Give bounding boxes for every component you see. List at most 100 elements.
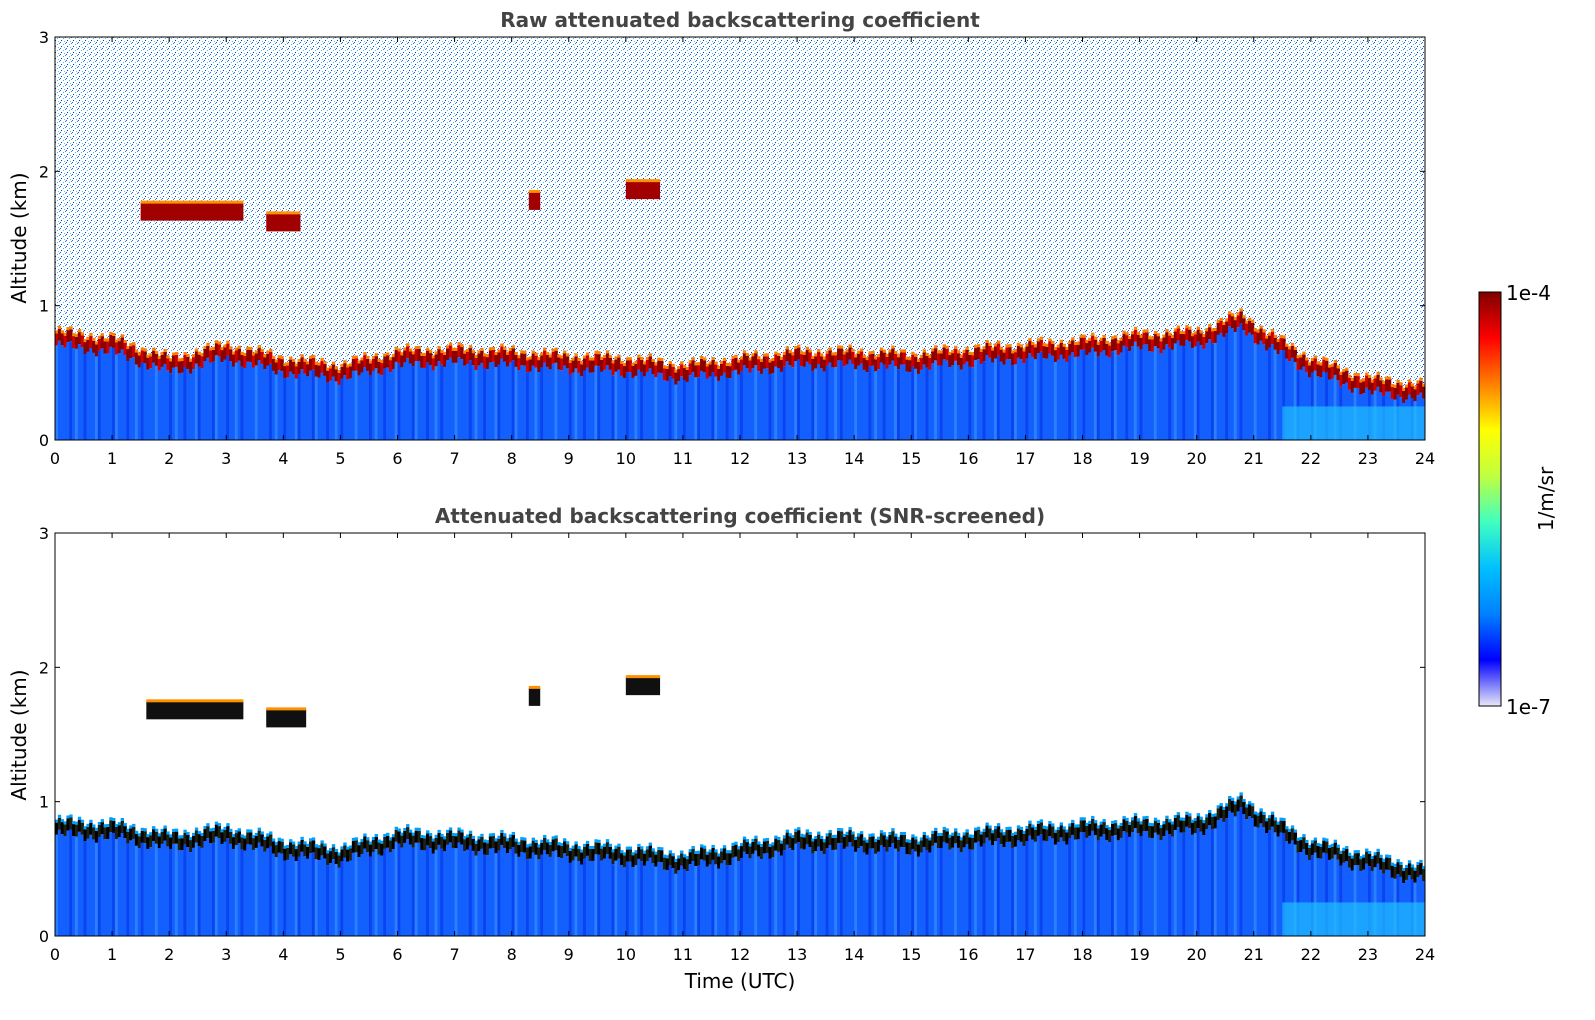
layer-fringe <box>497 835 501 839</box>
boundary-layer-top <box>577 849 581 862</box>
aerosol-column <box>1288 843 1292 936</box>
aerosol-column <box>1096 840 1101 936</box>
boundary-layer-top <box>642 853 647 866</box>
layer-fringe <box>677 366 681 370</box>
boundary-layer-top <box>1133 329 1138 342</box>
aerosol-column <box>354 370 359 440</box>
layer-fringe <box>574 353 578 357</box>
aerosol-column <box>996 355 1001 440</box>
boundary-layer-top <box>1005 347 1009 360</box>
boundary-layer-top <box>192 357 196 370</box>
layer-fringe <box>1276 821 1280 825</box>
aerosol-column <box>63 347 67 440</box>
chart-title: Attenuated backscattering coefficient (S… <box>435 504 1045 528</box>
boundary-layer-top <box>911 837 915 850</box>
boundary-layer-top <box>971 837 975 850</box>
aerosol-column <box>331 376 336 440</box>
layer-fringe <box>368 360 373 364</box>
layer-fringe <box>791 352 795 356</box>
boundary-layer-top <box>1279 820 1283 833</box>
aerosol-column <box>754 365 758 440</box>
boundary-layer-top <box>548 844 553 857</box>
layer-fringe <box>414 346 418 350</box>
boundary-layer-top <box>1148 825 1152 838</box>
aerosol-column <box>468 360 473 440</box>
layer-fringe <box>1022 348 1026 352</box>
layer-fringe <box>1073 824 1078 828</box>
layer-fringe <box>243 352 247 356</box>
aerosol-column <box>1193 346 1198 440</box>
layer-fringe <box>700 355 704 359</box>
aerosol-column <box>251 367 256 440</box>
boundary-layer-top <box>754 353 758 366</box>
boundary-layer-top <box>348 848 353 861</box>
aerosol-column <box>711 859 715 936</box>
layer-fringe <box>1082 817 1086 821</box>
aerosol-column <box>214 836 219 936</box>
boundary-layer-top <box>1071 340 1075 353</box>
boundary-layer-top <box>1196 329 1201 342</box>
boundary-layer-top <box>386 355 390 368</box>
layer-fringe <box>1085 340 1089 344</box>
boundary-layer-top <box>417 830 421 843</box>
layer-fringe <box>1270 811 1275 815</box>
cloud-layer-edge <box>146 699 244 703</box>
aerosol-column <box>311 852 316 936</box>
boundary-layer-top <box>1091 335 1095 348</box>
aerosol-column <box>700 370 704 440</box>
layer-fringe <box>426 830 430 834</box>
boundary-layer-top <box>1131 334 1135 347</box>
boundary-layer-top <box>1319 365 1323 378</box>
boundary-layer-top <box>357 845 361 858</box>
boundary-layer-top <box>931 351 935 364</box>
aerosol-column <box>999 361 1004 440</box>
aerosol-column <box>931 363 935 440</box>
aerosol-column <box>865 854 869 936</box>
aerosol-column <box>157 848 162 936</box>
layer-fringe <box>611 849 615 853</box>
boundary-layer-top <box>183 832 187 845</box>
aerosol-column <box>477 851 481 936</box>
layer-fringe <box>194 348 199 352</box>
layer-fringe <box>788 350 792 354</box>
boundary-layer-top <box>677 858 681 871</box>
layer-fringe <box>1088 820 1092 824</box>
layer-fringe <box>334 848 339 852</box>
aerosol-column <box>788 848 792 936</box>
aerosol-column <box>134 845 139 936</box>
aerosol-column <box>1039 351 1044 440</box>
layer-fringe <box>1385 376 1389 380</box>
layer-fringe <box>1002 349 1006 353</box>
layer-fringe <box>346 846 350 850</box>
boundary-layer-top <box>109 820 113 833</box>
boundary-layer-top <box>220 832 224 845</box>
boundary-layer-top <box>149 356 153 369</box>
layer-fringe <box>77 329 82 333</box>
layer-fringe <box>1016 342 1021 346</box>
aerosol-column <box>243 850 247 936</box>
layer-fringe <box>1045 343 1049 347</box>
aerosol-column <box>274 374 279 440</box>
boundary-layer-top <box>152 829 156 842</box>
aerosol-column <box>1216 820 1220 936</box>
layer-fringe <box>1062 826 1066 830</box>
boundary-layer-top <box>1268 818 1272 831</box>
layer-fringe <box>640 356 644 360</box>
layer-fringe <box>434 351 438 355</box>
boundary-layer-top <box>665 368 670 381</box>
aerosol-column <box>845 364 849 440</box>
boundary-layer-top <box>714 364 718 377</box>
boundary-layer-top <box>794 349 798 362</box>
layer-fringe <box>1108 342 1112 346</box>
layer-fringe <box>1119 822 1123 826</box>
layer-fringe <box>477 350 481 354</box>
boundary-layer-top <box>100 822 105 835</box>
layer-fringe <box>837 345 841 349</box>
boundary-layer-top <box>625 360 630 373</box>
boundary-layer-top <box>1253 331 1258 344</box>
layer-fringe <box>845 349 849 353</box>
boundary-layer-top <box>331 364 336 377</box>
aerosol-column <box>1099 352 1103 440</box>
aerosol-column <box>334 381 339 440</box>
boundary-layer-top <box>463 839 467 852</box>
